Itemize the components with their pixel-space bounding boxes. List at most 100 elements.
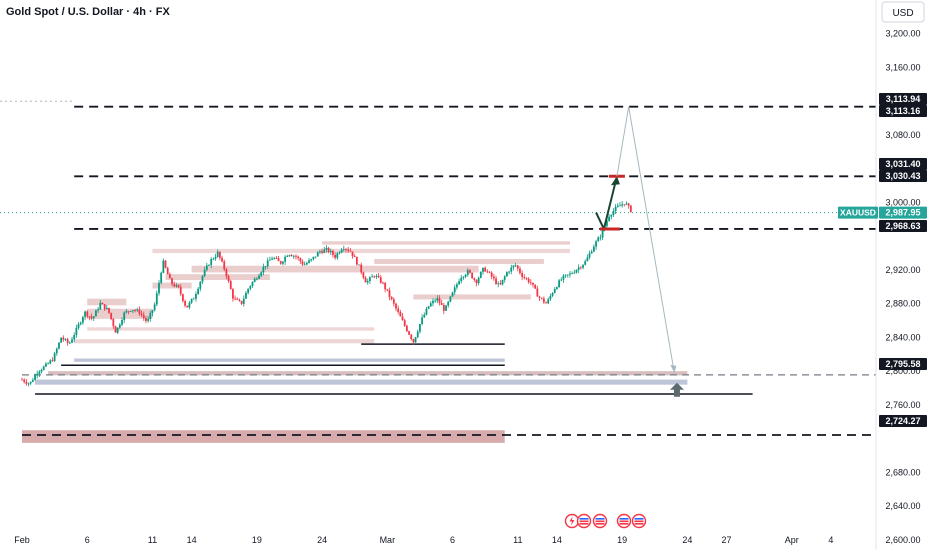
candle-body (553, 288, 556, 293)
candle-body (260, 272, 263, 276)
candle-body (427, 306, 430, 309)
zone-rect[interactable] (74, 339, 375, 344)
candle-body (134, 310, 136, 311)
zone-rect[interactable] (35, 379, 688, 385)
candle-body (49, 360, 52, 364)
candle-body (95, 310, 97, 317)
candle-body (118, 324, 121, 328)
candle-body (199, 281, 202, 289)
candle-body (562, 275, 565, 280)
price-tag-label: 3,113.94 (886, 94, 921, 104)
candle-body (192, 298, 195, 300)
candle-body (177, 285, 180, 288)
price-tag[interactable] (879, 220, 927, 232)
candle-body (242, 298, 245, 304)
price-tag[interactable] (879, 358, 927, 370)
zone-rect[interactable] (87, 327, 375, 331)
candle-body (388, 290, 391, 297)
candle-body (501, 279, 504, 285)
price-tag[interactable] (879, 93, 927, 105)
event-markers[interactable] (564, 513, 647, 529)
candle-body (436, 298, 439, 301)
candle-body (245, 292, 247, 299)
candle-body (288, 255, 291, 256)
candle-body (186, 305, 189, 308)
candle-body (253, 278, 256, 283)
candle-body (466, 270, 469, 275)
candle-body (397, 308, 400, 312)
y-tick-label: 3,080.00 (885, 130, 920, 140)
last-price-tag[interactable] (879, 206, 927, 219)
zone-rect[interactable] (48, 371, 688, 376)
candle-body (414, 337, 417, 343)
candle-body (262, 266, 265, 273)
candle-body (327, 247, 330, 252)
zone-rect[interactable] (374, 258, 544, 265)
candle-body (251, 282, 254, 286)
candle-body (560, 279, 563, 281)
candle-body (569, 273, 571, 275)
price-tag[interactable] (879, 105, 927, 117)
candle-body (627, 203, 630, 206)
candle-body (125, 311, 128, 313)
zone-rect[interactable] (413, 294, 531, 300)
price-tag-label: 2,968.63 (885, 221, 920, 231)
zone-rect[interactable] (152, 248, 570, 254)
zone-rect[interactable] (87, 298, 127, 306)
forecast-arrowhead (670, 364, 677, 373)
symbol-badge[interactable] (838, 206, 878, 219)
candle-body (460, 277, 463, 282)
candle-body (490, 272, 493, 277)
symbol-badge-label: XAUUSD (840, 208, 876, 218)
candle-body (195, 294, 197, 299)
candle-body (71, 339, 73, 343)
price-tag[interactable] (879, 415, 927, 427)
candle-body (566, 274, 569, 276)
candle-body (549, 295, 552, 300)
price-tag[interactable] (879, 158, 927, 170)
candle-body (58, 342, 60, 349)
zone-rect[interactable] (191, 265, 479, 273)
y-tick-label: 2,760.00 (885, 400, 920, 410)
candle-body (595, 241, 597, 247)
price-tag[interactable] (879, 170, 927, 182)
candle-body (271, 258, 273, 260)
forecast-path[interactable] (616, 106, 675, 373)
candle-body (290, 255, 293, 257)
candle-body (275, 258, 278, 259)
candle-body (464, 274, 467, 277)
candle-body (212, 258, 215, 260)
candle-body (108, 307, 110, 313)
zone-rect[interactable] (322, 241, 570, 245)
currency-button[interactable]: USD (881, 1, 925, 23)
price-axis[interactable] (876, 0, 932, 550)
up-arrow-marker[interactable] (669, 382, 684, 397)
candle-body (558, 280, 560, 288)
candle-body (203, 269, 206, 276)
candle-body (453, 287, 456, 293)
zone-rect[interactable] (22, 430, 505, 443)
candle-body (316, 252, 319, 257)
candle-body (247, 288, 250, 293)
candle-body (482, 267, 484, 272)
y-tick-label: 2,800.00 (885, 366, 920, 376)
candle-body (523, 277, 526, 279)
candle-body (442, 304, 445, 311)
x-tick-label: 11 (513, 535, 522, 545)
candle-body (438, 298, 441, 303)
candle-body (469, 270, 471, 273)
candle-body (486, 271, 489, 273)
candle-body (103, 304, 106, 310)
zone-rect[interactable] (74, 358, 505, 362)
x-tick-label: 14 (187, 535, 197, 545)
zone-rect[interactable] (87, 308, 153, 319)
candle-body (73, 335, 76, 340)
candle-body (410, 334, 413, 340)
zone-rect[interactable] (165, 274, 270, 281)
candle-body (419, 324, 421, 332)
y-tick-label: 2,880.00 (885, 299, 920, 309)
candle-body (79, 322, 82, 325)
candle-body (395, 303, 397, 309)
candle-body (471, 272, 474, 279)
